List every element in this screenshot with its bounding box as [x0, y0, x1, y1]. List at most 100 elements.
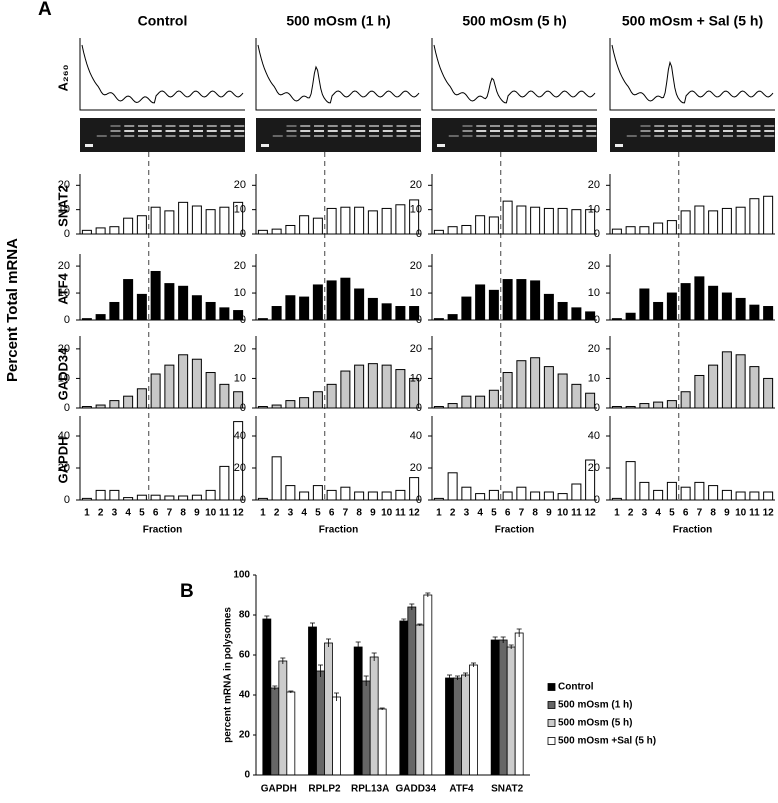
gel-band	[96, 135, 107, 137]
x-tick-label: RPLP2	[308, 784, 341, 795]
gel-band	[314, 130, 324, 132]
gel-band	[165, 130, 176, 132]
bar	[150, 494, 161, 501]
gel-band	[723, 125, 733, 127]
gel-band	[654, 130, 665, 132]
trace-label: A₂₆₀	[55, 64, 70, 91]
gel-band	[410, 135, 421, 137]
gel-band	[681, 130, 692, 132]
gel-band	[558, 135, 569, 137]
bar	[639, 481, 650, 501]
bar	[763, 195, 774, 235]
bar	[461, 296, 472, 321]
gel-band	[341, 130, 352, 132]
bar	[666, 481, 677, 501]
bar	[735, 491, 746, 501]
gel-band	[272, 135, 283, 137]
y-tick-label: 0	[240, 314, 246, 326]
bar	[164, 495, 175, 501]
y-tick-label: 20	[410, 343, 422, 355]
x-tick-label: 9	[724, 508, 730, 519]
bar	[625, 461, 636, 501]
gel-band	[503, 135, 514, 137]
gel-band	[300, 135, 311, 137]
legend-swatch	[547, 737, 556, 745]
bar	[381, 491, 392, 501]
error-bar	[508, 644, 514, 649]
gel-band	[640, 125, 651, 127]
gel-band	[193, 135, 203, 137]
error-bar	[471, 662, 476, 667]
error-bar	[363, 675, 369, 686]
bar	[257, 229, 268, 235]
bar	[395, 489, 406, 501]
gel-band	[531, 130, 542, 132]
column-title: Control	[138, 13, 188, 29]
error-bar	[379, 707, 385, 710]
bar	[639, 226, 650, 235]
x-tick-label: 9	[370, 508, 376, 519]
bar	[136, 494, 147, 501]
bar	[543, 366, 554, 409]
bar	[205, 372, 216, 409]
bar	[445, 677, 454, 776]
y-tick-label: 80	[239, 610, 251, 621]
bar	[498, 639, 508, 776]
x-tick-label: 10	[557, 508, 569, 519]
bar	[557, 493, 568, 501]
gel-band	[572, 135, 583, 137]
bar	[164, 283, 175, 321]
y-tick-label: 60	[239, 650, 251, 661]
bar	[543, 207, 554, 235]
row-label: ATF4	[55, 272, 70, 304]
y-tick-label: 40	[239, 690, 251, 701]
gel-band	[764, 125, 775, 127]
gel-band	[138, 130, 148, 132]
bar	[514, 632, 524, 776]
gel-image	[432, 118, 597, 152]
bar	[367, 491, 378, 501]
bar	[666, 400, 677, 409]
bar	[571, 209, 582, 235]
gel-band	[327, 125, 338, 127]
bar	[469, 664, 478, 776]
bar	[316, 670, 325, 776]
y-tick-label: 10	[410, 287, 422, 299]
gel-band	[410, 125, 421, 127]
bar	[530, 491, 541, 501]
bar	[475, 493, 486, 501]
x-axis-label: Fraction	[495, 525, 534, 536]
bar	[763, 491, 774, 501]
x-tick-label: GAPDH	[261, 784, 297, 795]
y-tick-label: 10	[58, 204, 70, 216]
gel-band	[220, 135, 231, 137]
bar	[354, 491, 365, 501]
gel-band	[206, 130, 217, 132]
x-tick-label: 7	[519, 508, 525, 519]
gel-band	[261, 144, 269, 147]
x-tick-label: 3	[112, 508, 118, 519]
gel-band	[193, 130, 203, 132]
gel-band	[476, 130, 487, 132]
trace-axis	[255, 38, 421, 111]
x-tick-label: 1	[614, 508, 620, 519]
column-title: 500 mOsm (1 h)	[286, 13, 390, 29]
column-title: 500 mOsm (5 h)	[462, 13, 566, 29]
bar	[109, 489, 120, 501]
x-tick-label: 10	[735, 508, 747, 519]
gel-band	[151, 125, 162, 127]
bar	[278, 660, 288, 776]
y-tick-label: 20	[58, 462, 70, 474]
x-tick-label: 8	[710, 508, 716, 519]
bar	[639, 288, 650, 321]
bar	[490, 639, 500, 776]
gel-band	[517, 135, 528, 137]
gel-band	[476, 125, 487, 127]
y-tick-label: 0	[416, 402, 422, 414]
bar	[749, 491, 760, 501]
gel-band	[503, 130, 514, 132]
bar	[395, 369, 406, 409]
bar	[312, 284, 323, 321]
gel-band	[355, 135, 366, 137]
x-tick-label: 8	[356, 508, 362, 519]
